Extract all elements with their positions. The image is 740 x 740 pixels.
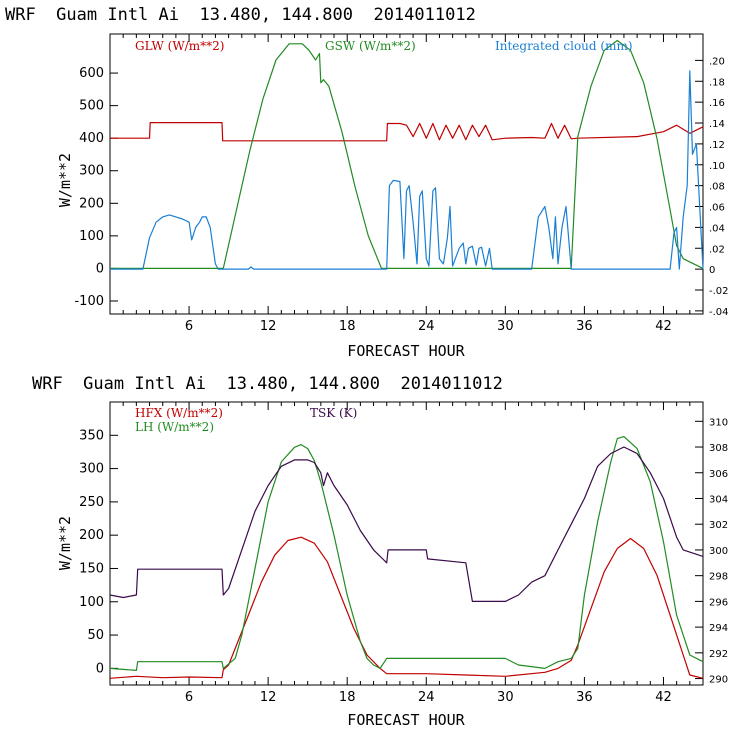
y2-tick-label: 302 [709,520,728,531]
chart-2-legend-lh: LH (W/m**2) [135,420,214,434]
y-tick-label: 250 [79,495,104,510]
y-tick-label: 0 [96,661,104,676]
chart-2-legend-hfx: HFX (W/m**2) [135,406,223,420]
chart-2-plot-frame [109,401,704,686]
chart-1-legend-gsw: GSW (W/m**2) [325,39,416,53]
y-tick-label: 400 [79,131,104,146]
chart-1-ticks: 6 12 18 24 30 36 42 -100 0 100 200 300 400 500 600 -.04… [74,34,729,334]
chart-2-series [109,436,704,679]
chart-2-title: WRF Guam Intl Ai 13.480, 144.800 2014011… [32,374,503,394]
y-tick-label: 0 [96,261,104,276]
y-tick-label: 100 [79,229,104,244]
y2-tick-label: 304 [709,494,728,505]
y-tick-label: 200 [79,528,104,543]
y2-tick-label: 290 [709,675,728,686]
x-tick-label: 30 [497,690,514,705]
chart-1-legend-glw: GLW (W/m**2) [135,39,224,53]
y-tick-label: 50 [87,628,104,643]
x-tick-label: 6 [185,319,193,334]
x-tick-label: 18 [339,319,356,334]
chart-1-legend-cloud: Integrated cloud (mm) [495,39,633,53]
chart-1-series [110,39,704,270]
chart-2-ylabel: W/m**2 [56,516,74,570]
y2-tick-label: .02 [709,244,725,255]
y-tick-label: 100 [79,595,104,610]
series-line-tsk [109,446,704,603]
y2-tick-label: -.04 [709,307,729,318]
chart-2: WRF Guam Intl Ai 13.480, 144.800 2014011… [32,374,728,729]
chart-1-title: WRF Guam Intl Ai 13.480, 144.800 2014011… [5,5,476,25]
y2-tick-label: 0 [709,265,715,276]
y2-tick-label: -.02 [709,286,729,297]
chart-1-xlabel: FORECAST HOUR [347,342,465,360]
x-tick-label: 24 [418,690,435,705]
series-line-hfx [109,536,704,679]
y2-tick-label: .12 [709,140,725,151]
y2-tick-label: 294 [709,623,728,634]
y2-tick-label: 292 [709,649,728,660]
y2-tick-label: .20 [709,56,725,67]
chart-2-ticks: 6 12 18 24 30 36 42 0 50 100 150 200 250 300 350 290 292… [79,402,728,705]
x-tick-label: 42 [655,319,672,334]
y2-tick-label: 310 [709,417,728,428]
x-tick-label: 12 [260,319,277,334]
x-tick-label: 24 [418,319,435,334]
y2-tick-label: 296 [709,597,728,608]
y2-tick-label: .14 [709,119,725,130]
series-line-lh [109,436,704,672]
y-tick-label: 500 [79,99,104,114]
y2-tick-label: 298 [709,572,728,583]
series-line-integrated [110,70,704,270]
x-tick-label: 6 [185,690,193,705]
y2-tick-label: 306 [709,469,728,480]
x-tick-label: 42 [655,690,672,705]
series-line-gsw [110,39,704,269]
y2-tick-label: .04 [709,223,725,234]
y2-tick-label: .08 [709,182,725,193]
chart-1: WRF Guam Intl Ai 13.480, 144.800 2014011… [5,5,729,360]
y2-tick-label: .16 [709,98,725,109]
x-tick-label: 36 [576,319,593,334]
x-tick-label: 30 [497,319,514,334]
series-line-glw [110,121,704,142]
chart-2-legend-tsk: TSK (K) [310,406,357,420]
chart-1-ylabel: W/m**2 [56,153,74,207]
y2-tick-label: .06 [709,203,725,214]
y-tick-label: 300 [79,164,104,179]
chart-2-xlabel: FORECAST HOUR [347,711,465,729]
x-tick-label: 12 [260,690,277,705]
y-tick-label: -100 [74,294,104,309]
y2-tick-label: .10 [709,161,725,172]
y-tick-label: 150 [79,561,104,576]
y2-tick-label: 308 [709,443,728,454]
y-tick-label: 350 [79,428,104,443]
y-tick-label: 200 [79,196,104,211]
x-tick-label: 36 [576,690,593,705]
y-tick-label: 300 [79,462,104,477]
y-tick-label: 600 [79,66,104,81]
y2-tick-label: 300 [709,546,728,557]
chart-1-plot-frame [109,33,704,315]
y2-tick-label: .18 [709,77,725,88]
x-tick-label: 18 [339,690,356,705]
